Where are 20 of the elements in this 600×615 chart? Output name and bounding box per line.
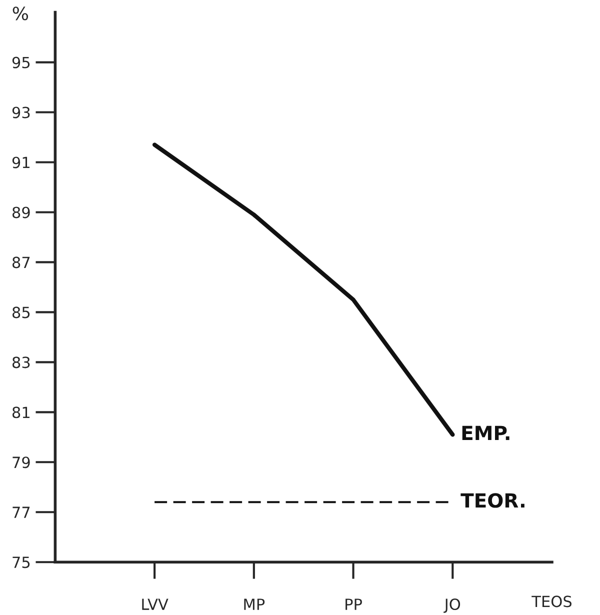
x-axis-title: TEOS	[532, 596, 572, 608]
y-tick-label: 95	[12, 56, 30, 68]
series-label: EMP.	[462, 426, 510, 440]
y-tick-label: 87	[12, 256, 30, 268]
x-tick-label: JO	[444, 598, 460, 613]
y-tick-label: 79	[12, 456, 30, 468]
y-tick-label: 77	[12, 506, 30, 518]
x-tick-label: LVV	[142, 598, 168, 610]
x-tick-label: MP	[244, 598, 265, 610]
x-tick-label: PP	[346, 598, 362, 610]
y-tick-label: 81	[12, 406, 30, 418]
series-label: TEOR.	[460, 493, 524, 508]
y-tick-label: 91	[12, 156, 30, 168]
line-series	[152, 142, 455, 437]
y-axis-title: %	[12, 6, 28, 20]
y-tick-label: 93	[12, 106, 30, 118]
y-tick-label: 85	[12, 306, 30, 318]
y-tick-label: 83	[12, 356, 30, 368]
y-tick-label: 75	[12, 556, 30, 568]
y-tick-label: 89	[12, 206, 30, 218]
